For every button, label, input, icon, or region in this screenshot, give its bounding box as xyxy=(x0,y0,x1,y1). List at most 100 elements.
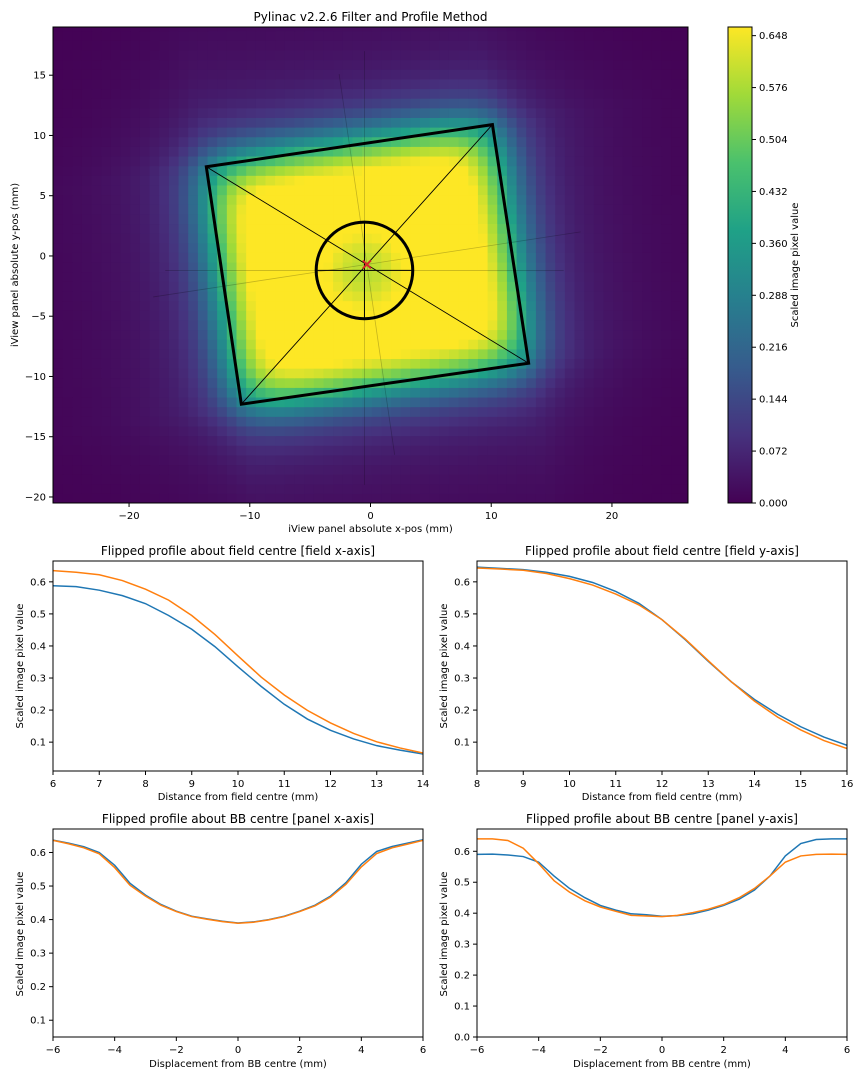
heatmap-cell xyxy=(429,242,440,253)
heatmap-cell xyxy=(217,40,228,51)
heatmap-cell xyxy=(468,464,479,475)
heatmap-cell xyxy=(62,127,73,138)
heatmap-cell xyxy=(81,49,93,61)
heatmap-cell xyxy=(188,107,199,118)
heatmap-cell xyxy=(429,223,440,234)
heatmap-cell xyxy=(680,175,688,186)
heatmap-cell xyxy=(593,348,605,359)
heatmap-cell xyxy=(439,69,450,80)
heatmap-cell xyxy=(294,416,305,427)
heatmap-cell xyxy=(680,59,688,70)
heatmap-cell xyxy=(188,483,199,494)
heatmap-cell xyxy=(101,348,112,359)
heatmap-cell xyxy=(622,329,634,340)
heatmap-cell xyxy=(661,464,672,475)
heatmap-cell xyxy=(236,425,247,437)
heatmap-cell xyxy=(91,454,102,466)
heatmap-cell xyxy=(101,493,112,503)
heatmap-cell xyxy=(197,281,209,292)
heatmap-cell xyxy=(458,78,469,90)
heatmap-cell xyxy=(313,88,325,99)
heatmap-cell xyxy=(236,406,247,417)
heatmap-cell xyxy=(516,233,527,244)
heatmap-cell xyxy=(159,474,170,485)
heatmap-cell xyxy=(526,78,537,90)
heatmap-cell xyxy=(139,329,151,340)
heatmap-cell xyxy=(275,358,286,369)
heatmap-cell xyxy=(487,358,498,369)
heatmap-cell xyxy=(651,300,663,311)
heatmap-cell xyxy=(178,358,189,369)
heatmap-cell xyxy=(197,454,209,466)
heatmap-cell xyxy=(526,117,537,128)
heatmap-cell xyxy=(506,78,518,90)
heatmap-cell xyxy=(53,40,64,51)
heatmap-cell xyxy=(497,155,508,167)
heatmap-cell xyxy=(255,339,267,350)
heatmap-cell xyxy=(304,358,315,369)
heatmap-cell xyxy=(632,271,643,282)
heatmap-cell xyxy=(391,27,402,32)
heatmap-cell xyxy=(603,117,614,128)
heatmap-cell xyxy=(120,98,131,109)
heatmap-cell xyxy=(265,300,276,311)
heatmap-cell xyxy=(352,107,363,118)
heatmap-cell xyxy=(188,213,199,225)
heatmap-cell xyxy=(275,425,286,437)
heatmap-cell xyxy=(564,406,576,417)
heatmap-cell xyxy=(468,368,479,379)
heatmap-cell xyxy=(149,339,160,350)
heatmap-cell xyxy=(91,464,102,475)
heatmap-cell xyxy=(362,387,373,398)
heatmap-cell xyxy=(188,329,199,340)
heatmap-cell xyxy=(545,30,556,41)
heatmap-cell xyxy=(555,435,566,446)
heatmap-cell xyxy=(207,88,218,99)
heatmap-cell xyxy=(294,358,305,369)
heatmap-cell xyxy=(255,406,267,417)
heatmap-cell xyxy=(120,30,131,41)
heatmap-cell xyxy=(207,252,218,263)
heatmap-cell xyxy=(313,184,325,196)
heatmap-cell xyxy=(564,464,576,475)
heatmap-cell xyxy=(468,165,479,176)
heatmap-cell xyxy=(371,377,382,388)
heatmap-cell xyxy=(342,387,353,398)
heatmap-cell xyxy=(545,233,556,244)
heatmap-cell xyxy=(130,319,141,331)
heatmap-cell xyxy=(400,146,411,157)
heatmap-cell xyxy=(159,88,170,99)
heatmap-cell xyxy=(371,155,382,167)
heatmap-cell xyxy=(487,107,498,118)
heatmap-cell xyxy=(564,281,576,292)
heatmap-cell xyxy=(130,30,141,41)
heatmap-cell xyxy=(294,493,305,503)
heatmap-cell xyxy=(458,348,469,359)
heatmap-cell xyxy=(526,290,537,302)
heatmap-cell xyxy=(632,27,643,32)
heatmap-cell xyxy=(178,281,189,292)
heatmap-cell xyxy=(91,281,102,292)
heatmap-cell xyxy=(207,98,218,109)
heatmap-cell xyxy=(603,387,614,398)
x-tick-label: 10 xyxy=(485,511,498,522)
heatmap-cell xyxy=(72,252,83,263)
heatmap-cell xyxy=(149,377,160,388)
heatmap-cell xyxy=(72,223,83,234)
heatmap-cell xyxy=(188,127,199,138)
heatmap-cell xyxy=(304,416,315,427)
heatmap-cell xyxy=(661,27,672,32)
heatmap-cell xyxy=(381,136,392,147)
heatmap-cell xyxy=(555,175,566,186)
heatmap-cell xyxy=(632,213,643,225)
heatmap-cell xyxy=(680,223,688,234)
heatmap-cell xyxy=(526,136,537,147)
heatmap-cell xyxy=(255,146,267,157)
heatmap-cell xyxy=(304,368,315,379)
heatmap-cell xyxy=(661,339,672,350)
heatmap-cell xyxy=(651,30,663,41)
heatmap-cell xyxy=(53,416,64,427)
heatmap-cell xyxy=(622,165,634,176)
heatmap-cell xyxy=(584,155,595,167)
heatmap-cell xyxy=(632,59,643,70)
